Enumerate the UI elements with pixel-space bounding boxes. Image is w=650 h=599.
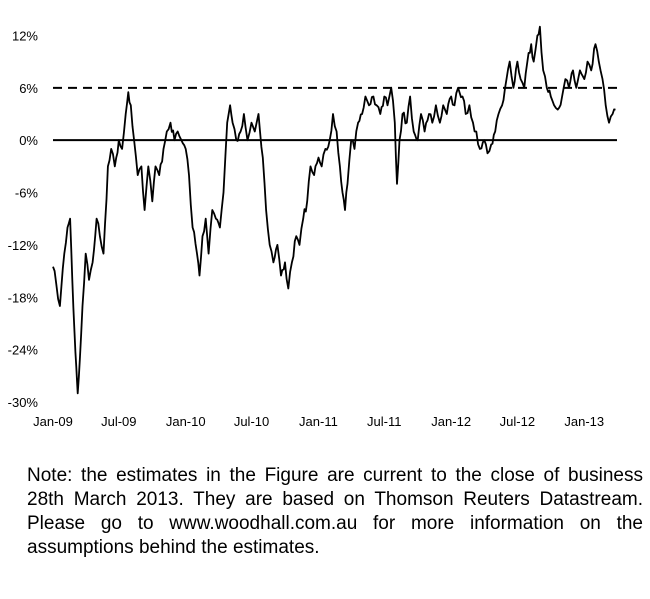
y-tick-label: 12%: [12, 28, 38, 43]
y-tick-label: -24%: [8, 343, 39, 358]
y-tick-label: 6%: [19, 81, 38, 96]
x-tick-label: Jan-12: [431, 414, 471, 429]
y-tick-label: -12%: [8, 238, 39, 253]
x-tick-label: Jan-13: [564, 414, 604, 429]
y-tick-label: -18%: [8, 290, 39, 305]
reference-lines: [53, 86, 617, 142]
y-tick-label: 0%: [19, 133, 38, 148]
chart-note: Note: the estimates in the Figure are cu…: [27, 465, 643, 558]
y-axis-ticks: 12% 6% 0% -6% -12% -18% -24% -30%: [8, 28, 39, 410]
x-axis-ticks: Jan-09 Jul-09 Jan-10 Jul-10 Jan-11 Jul-11 Jan-…: [33, 414, 604, 429]
x-tick-label: Jan-09: [33, 414, 73, 429]
x-tick-label: Jul-11: [367, 414, 401, 429]
y-tick-label: -30%: [8, 395, 39, 410]
x-tick-label: Jul-10: [234, 414, 269, 429]
x-tick-label: Jul-12: [500, 414, 535, 429]
series-line: [52, 25, 616, 395]
x-tick-label: Jan-10: [166, 414, 206, 429]
x-tick-label: Jul-09: [101, 414, 136, 429]
series-lines: [52, 25, 616, 395]
line-chart: 12%6%0%-6%-12%-18%-24%-30% Jan-09 Jul-09 J…: [8, 25, 617, 429]
x-tick-label: Jan-11: [299, 414, 338, 429]
y-tick-label: -6%: [15, 186, 39, 201]
